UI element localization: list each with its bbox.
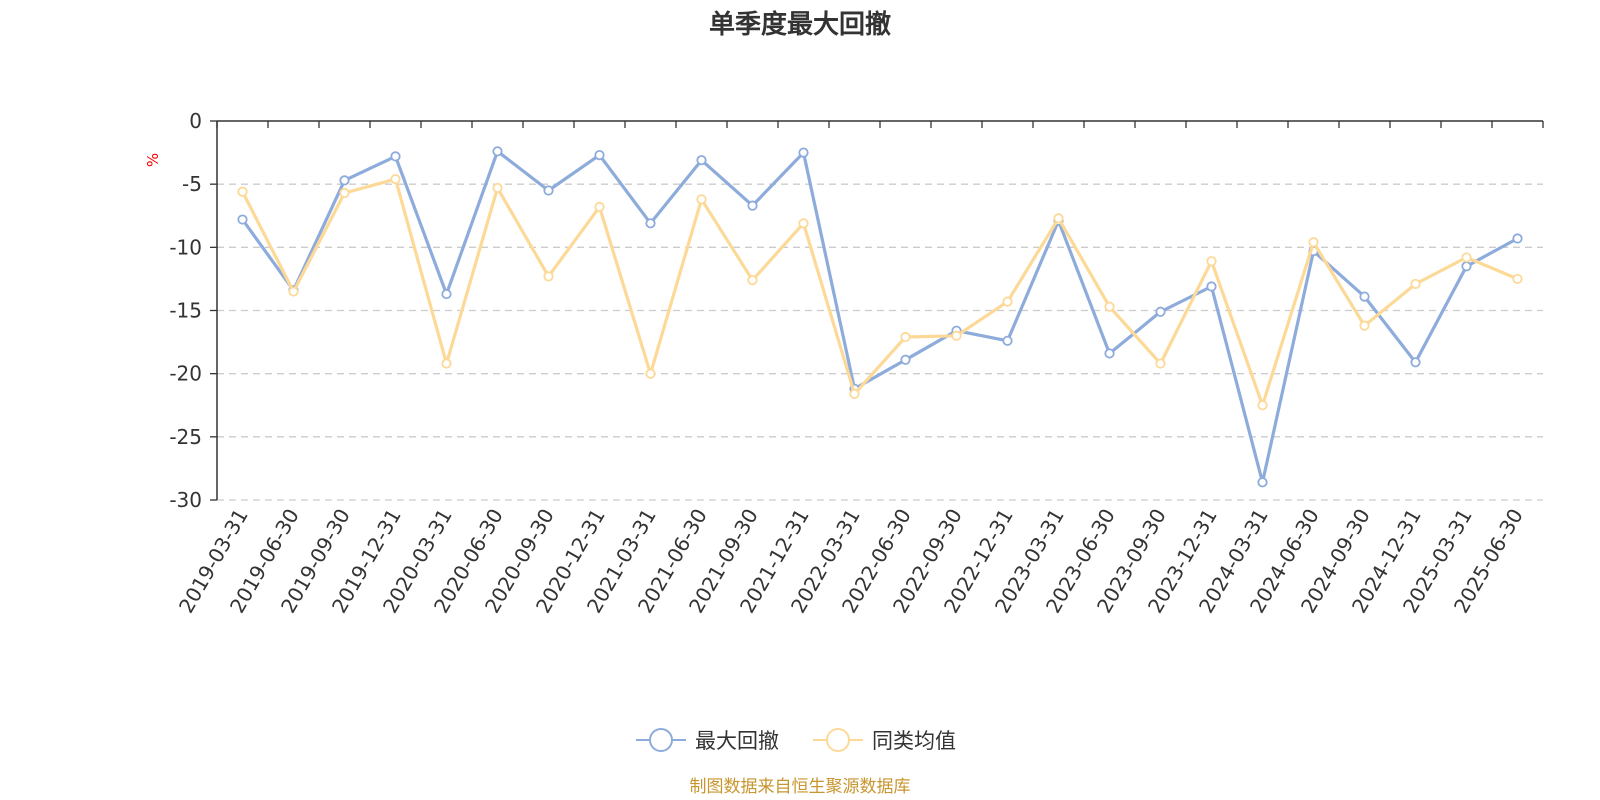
data-point	[1104, 301, 1115, 312]
data-point	[747, 200, 758, 211]
legend-item-最大回撤[interactable]: 最大回撤	[636, 728, 779, 753]
x-axis-ticks: 2019-03-312019-06-302019-09-302019-12-31…	[174, 121, 1544, 617]
data-point	[339, 175, 350, 186]
data-point	[798, 147, 809, 158]
data-point	[1053, 213, 1064, 224]
legend-marker	[826, 728, 850, 752]
y-tick-label: -5	[182, 172, 202, 196]
data-point	[543, 271, 554, 282]
data-point	[747, 275, 758, 286]
data-point	[1155, 358, 1166, 369]
data-point	[1359, 320, 1370, 331]
data-point	[492, 146, 503, 157]
y-axis-ticks: 0 -5 -10 -15 -20 -25 -30	[169, 109, 217, 512]
data-point	[1206, 256, 1217, 267]
data-point	[1359, 291, 1370, 302]
data-point	[594, 201, 605, 213]
data-point	[1308, 237, 1319, 248]
data-point	[1512, 273, 1523, 285]
data-point	[1257, 400, 1268, 411]
data-point	[492, 182, 503, 194]
data-point	[237, 214, 248, 225]
legend-item-同类均值[interactable]: 同类均值	[813, 728, 956, 753]
legend-label: 最大回撤	[695, 729, 779, 753]
data-point	[1410, 278, 1421, 290]
y-axis-unit-label: %	[144, 153, 162, 167]
y-tick-label: -20	[169, 362, 202, 386]
series-同类均值	[237, 174, 1523, 411]
data-point	[1461, 261, 1472, 272]
y-tick-label: -10	[169, 235, 202, 259]
source-note: 制图数据来自恒生聚源数据库	[690, 777, 911, 797]
data-point	[594, 150, 605, 161]
legend[interactable]: 最大回撤 同类均值	[636, 728, 956, 753]
data-point	[951, 330, 962, 341]
data-point	[288, 286, 299, 297]
data-point	[900, 354, 911, 365]
data-point	[1155, 306, 1166, 317]
series-lines	[237, 146, 1523, 488]
data-point	[237, 186, 248, 197]
data-point	[1002, 296, 1013, 307]
data-point	[339, 187, 350, 199]
legend-marker	[649, 728, 673, 752]
series-line	[241, 149, 1519, 484]
data-point	[900, 331, 911, 343]
data-point	[1257, 477, 1268, 488]
data-point	[696, 194, 707, 205]
y-tick-label: -30	[169, 488, 202, 512]
data-point	[543, 185, 554, 196]
legend-label: 同类均值	[872, 729, 956, 753]
data-point	[645, 218, 656, 229]
chart-title: 单季度最大回撤	[709, 9, 891, 40]
data-point	[1461, 252, 1472, 263]
data-point	[798, 218, 809, 229]
data-point	[1206, 281, 1217, 292]
grid-lines	[217, 183, 1543, 501]
data-point	[390, 174, 401, 185]
data-point	[849, 388, 860, 399]
data-point	[1002, 335, 1013, 346]
y-tick-label: 0	[189, 109, 202, 133]
data-point	[390, 151, 401, 162]
data-point	[645, 368, 656, 379]
data-point	[441, 288, 452, 300]
data-point	[441, 358, 452, 369]
data-point	[1512, 233, 1523, 244]
data-point	[1410, 357, 1421, 368]
series-line	[241, 177, 1519, 407]
y-tick-label: -15	[169, 299, 202, 323]
data-point	[696, 155, 707, 166]
series-最大回撤	[237, 146, 1523, 488]
y-tick-label: -25	[169, 425, 202, 449]
data-point	[1104, 348, 1115, 359]
